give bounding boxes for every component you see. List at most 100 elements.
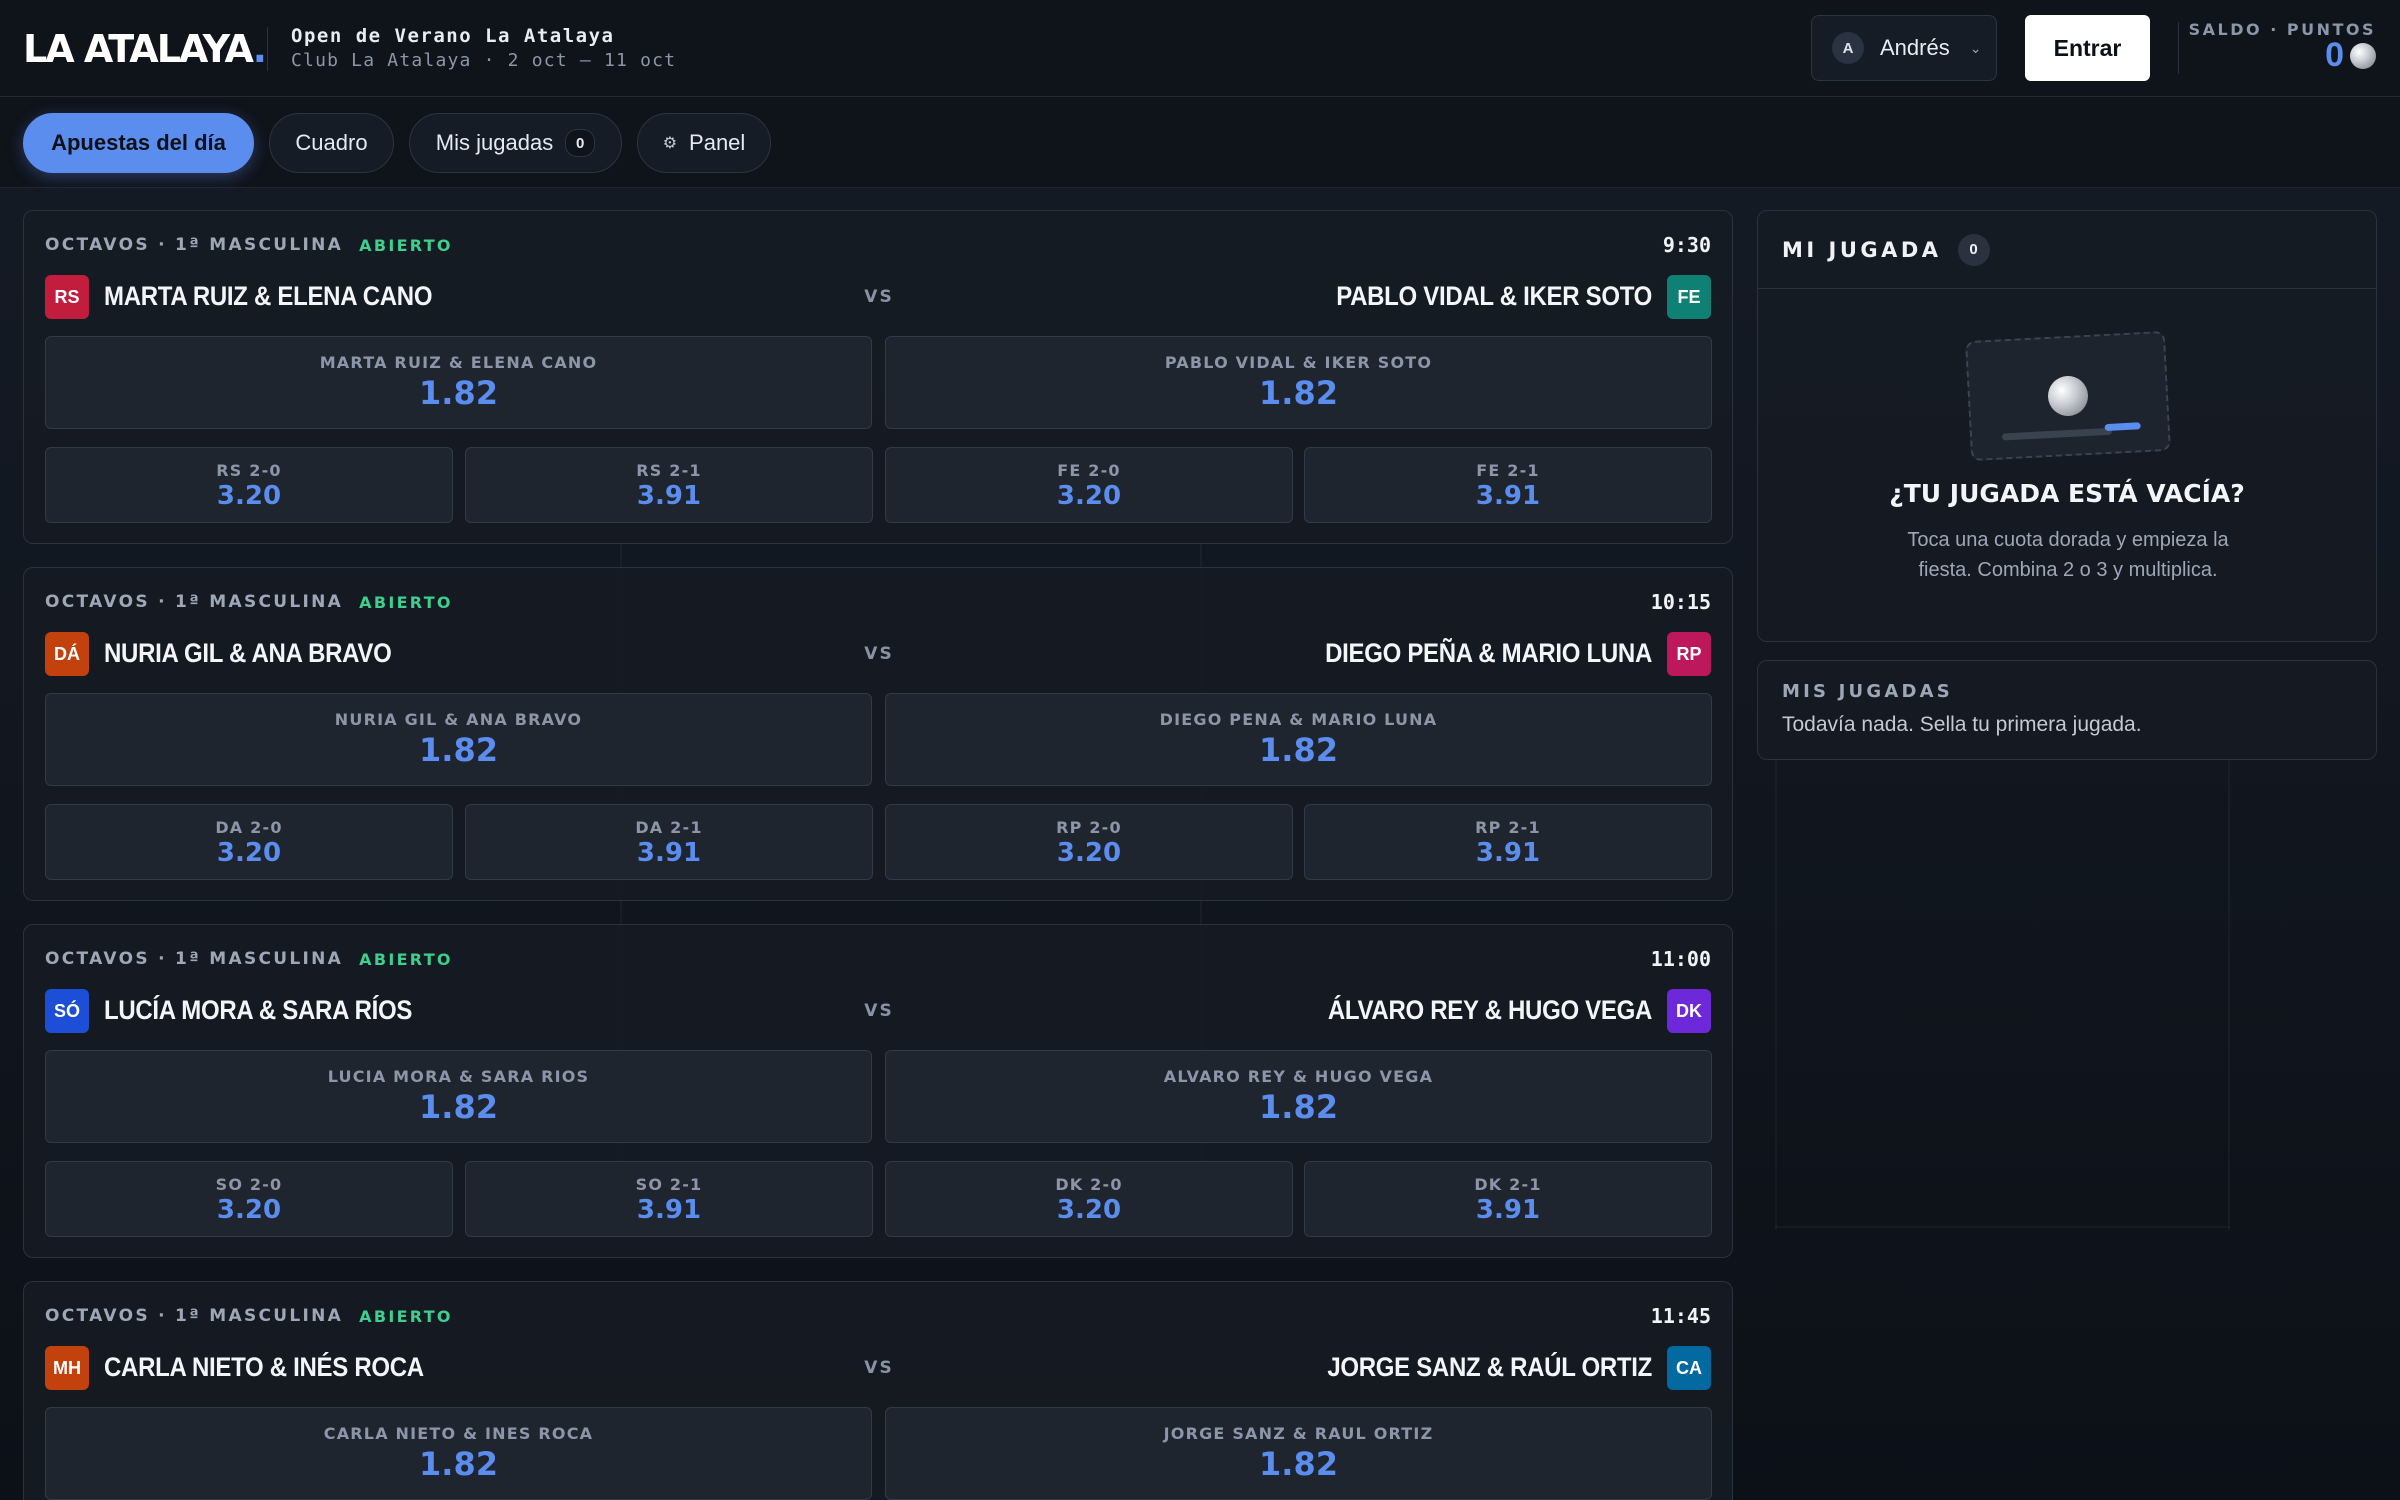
my-bets-empty-text: Todavía nada. Sella tu primera jugada. (1782, 713, 2142, 736)
status-badge: ABIERTO (359, 235, 453, 255)
odd-button-score[interactable]: SO 2-0 3.20 (45, 1161, 453, 1237)
odd-label: JORGE SANZ & RAUL ORTIZ (1163, 1424, 1434, 1443)
odd-value: 1.82 (419, 731, 498, 769)
tab-count-badge: 0 (565, 129, 596, 157)
brand-logo[interactable]: LA ATALAYA. (23, 27, 267, 71)
my-bets-title: MIS JUGADAS (1782, 681, 1953, 702)
odd-label: CARLA NIETO & INES ROCA (323, 1424, 594, 1443)
odd-button-score[interactable]: RS 2-0 3.20 (45, 447, 453, 523)
odd-label: DIEGO PENA & MARIO LUNA (1159, 710, 1438, 729)
team-name: CARLA NIETO & INÉS ROCA (104, 1352, 424, 1383)
team-b: CA JORGE SANZ & RAÚL ORTIZ (1327, 1346, 1711, 1390)
match-round: OCTAVOS · 1ª MASCULINA (45, 235, 344, 255)
tab-label: Mis jugadas (435, 130, 554, 155)
odd-button-team-a[interactable]: CARLA NIETO & INES ROCA 1.82 (45, 1407, 872, 1500)
odd-value: 3.20 (216, 481, 282, 511)
odd-value: 3.91 (1475, 1195, 1541, 1225)
odd-button-team-b[interactable]: ALVARO REY & HUGO VEGA 1.82 (885, 1050, 1712, 1143)
match-round: OCTAVOS · 1ª MASCULINA (45, 592, 344, 612)
top-header: LA ATALAYA. Open de Verano La Atalaya Cl… (0, 0, 2400, 97)
status-badge: ABIERTO (359, 949, 453, 969)
odd-button-team-b[interactable]: JORGE SANZ & RAUL ORTIZ 1.82 (885, 1407, 1712, 1500)
odd-button-score[interactable]: FE 2-0 3.20 (885, 447, 1293, 523)
odd-label: ALVARO REY & HUGO VEGA (1163, 1067, 1434, 1086)
odd-label: MARTA RUIZ & ELENA CANO (319, 353, 598, 372)
odd-value: 3.91 (636, 481, 702, 511)
tab-panel[interactable]: ⚙ Panel (637, 113, 771, 173)
odd-value: 1.82 (1259, 731, 1338, 769)
odd-label: DA 2-1 (635, 818, 703, 837)
balance-label: SALDO · PUNTOS (2188, 20, 2376, 39)
match-card: OCTAVOS · 1ª MASCULINA ABIERTO 10:15 DÁ … (23, 567, 1733, 901)
match-meta: OCTAVOS · 1ª MASCULINA ABIERTO (45, 949, 453, 969)
odd-label: RP 2-0 (1056, 818, 1122, 837)
balance-value: 0 (2325, 36, 2376, 75)
header-divider-right (2178, 22, 2179, 74)
bet-slip-title: MI JUGADA (1782, 237, 1942, 262)
team-a: RS MARTA RUIZ & ELENA CANO (45, 275, 432, 319)
odd-value: 1.82 (1259, 1088, 1338, 1126)
team-badge: DK (1667, 989, 1711, 1033)
odd-label: SO 2-1 (635, 1175, 703, 1194)
header-divider (267, 27, 268, 71)
tab-mis-jugadas[interactable]: Mis jugadas 0 (409, 113, 622, 173)
user-name: Andrés (1880, 35, 1950, 60)
ball-icon (2046, 374, 2090, 418)
odd-label: FE 2-0 (1057, 461, 1121, 480)
user-selector[interactable]: A Andrés ⌄ (1811, 15, 1997, 81)
odd-button-score[interactable]: RP 2-0 3.20 (885, 804, 1293, 880)
odd-label: LUCIA MORA & SARA RIOS (327, 1067, 590, 1086)
odd-label: RS 2-0 (216, 461, 282, 480)
odd-button-score[interactable]: RS 2-1 3.91 (465, 447, 873, 523)
match-meta: OCTAVOS · 1ª MASCULINA ABIERTO (45, 592, 453, 612)
status-badge: ABIERTO (359, 1306, 453, 1326)
empty-slip-title: ¿TU JUGADA ESTÁ VACÍA? (1889, 479, 2245, 508)
empty-slip-text: Toca una cuota dorada y empieza la fiest… (1907, 529, 2229, 581)
odd-button-team-a[interactable]: LUCIA MORA & SARA RIOS 1.82 (45, 1050, 872, 1143)
odd-value: 3.20 (216, 838, 282, 868)
team-name: JORGE SANZ & RAÚL ORTIZ (1327, 1352, 1652, 1383)
match-round: OCTAVOS · 1ª MASCULINA (45, 949, 344, 969)
team-name: PABLO VIDAL & IKER SOTO (1336, 281, 1652, 312)
match-time: 10:15 (1650, 590, 1711, 614)
odd-value: 1.82 (1259, 1445, 1338, 1483)
odd-button-score[interactable]: DK 2-0 3.20 (885, 1161, 1293, 1237)
odd-button-team-b[interactable]: DIEGO PENA & MARIO LUNA 1.82 (885, 693, 1712, 786)
team-badge: SÓ (45, 989, 89, 1033)
odd-value: 3.20 (1056, 838, 1122, 868)
bet-slip: MI JUGADA 0 ¿TU JUGADA ESTÁ VACÍA? Toca … (1757, 210, 2377, 642)
odd-button-team-a[interactable]: NURIA GIL & ANA BRAVO 1.82 (45, 693, 872, 786)
enter-button[interactable]: Entrar (2025, 15, 2150, 81)
odd-value: 3.91 (1475, 838, 1541, 868)
main-tabs: Apuestas del día Cuadro Mis jugadas 0 ⚙ … (0, 97, 2400, 188)
odd-button-team-b[interactable]: PABLO VIDAL & IKER SOTO 1.82 (885, 336, 1712, 429)
match-card: OCTAVOS · 1ª MASCULINA ABIERTO 9:30 RS M… (23, 210, 1733, 544)
odd-button-score[interactable]: DA 2-0 3.20 (45, 804, 453, 880)
odd-button-team-a[interactable]: MARTA RUIZ & ELENA CANO 1.82 (45, 336, 872, 429)
chevron-down-icon: ⌄ (1969, 39, 1982, 56)
tab-cuadro[interactable]: Cuadro (269, 113, 394, 173)
tab-label: Cuadro (295, 130, 368, 155)
match-meta: OCTAVOS · 1ª MASCULINA ABIERTO (45, 235, 453, 255)
odd-button-score[interactable]: RP 2-1 3.91 (1304, 804, 1712, 880)
odd-value: 1.82 (419, 1445, 498, 1483)
team-badge: RP (1667, 632, 1711, 676)
my-bets-panel: MIS JUGADAS Todavía nada. Sella tu prime… (1757, 660, 2377, 760)
team-badge: FE (1667, 275, 1711, 319)
match-time: 11:45 (1650, 1304, 1711, 1328)
odd-label: SO 2-0 (215, 1175, 283, 1194)
odd-button-score[interactable]: SO 2-1 3.91 (465, 1161, 873, 1237)
odd-button-score[interactable]: DK 2-1 3.91 (1304, 1161, 1712, 1237)
odd-label: RP 2-1 (1475, 818, 1541, 837)
tab-apuestas-del-dia[interactable]: Apuestas del día (23, 113, 254, 173)
odd-label: DK 2-0 (1055, 1175, 1123, 1194)
bet-slip-header: MI JUGADA 0 (1758, 211, 2376, 289)
tab-label: Apuestas del día (51, 130, 226, 155)
team-name: MARTA RUIZ & ELENA CANO (104, 281, 433, 312)
odd-label: DK 2-1 (1474, 1175, 1542, 1194)
odd-button-score[interactable]: DA 2-1 3.91 (465, 804, 873, 880)
odd-button-score[interactable]: FE 2-1 3.91 (1304, 447, 1712, 523)
gear-icon: ⚙ (662, 135, 678, 152)
odd-value: 1.82 (1259, 374, 1338, 412)
team-badge: DÁ (45, 632, 89, 676)
